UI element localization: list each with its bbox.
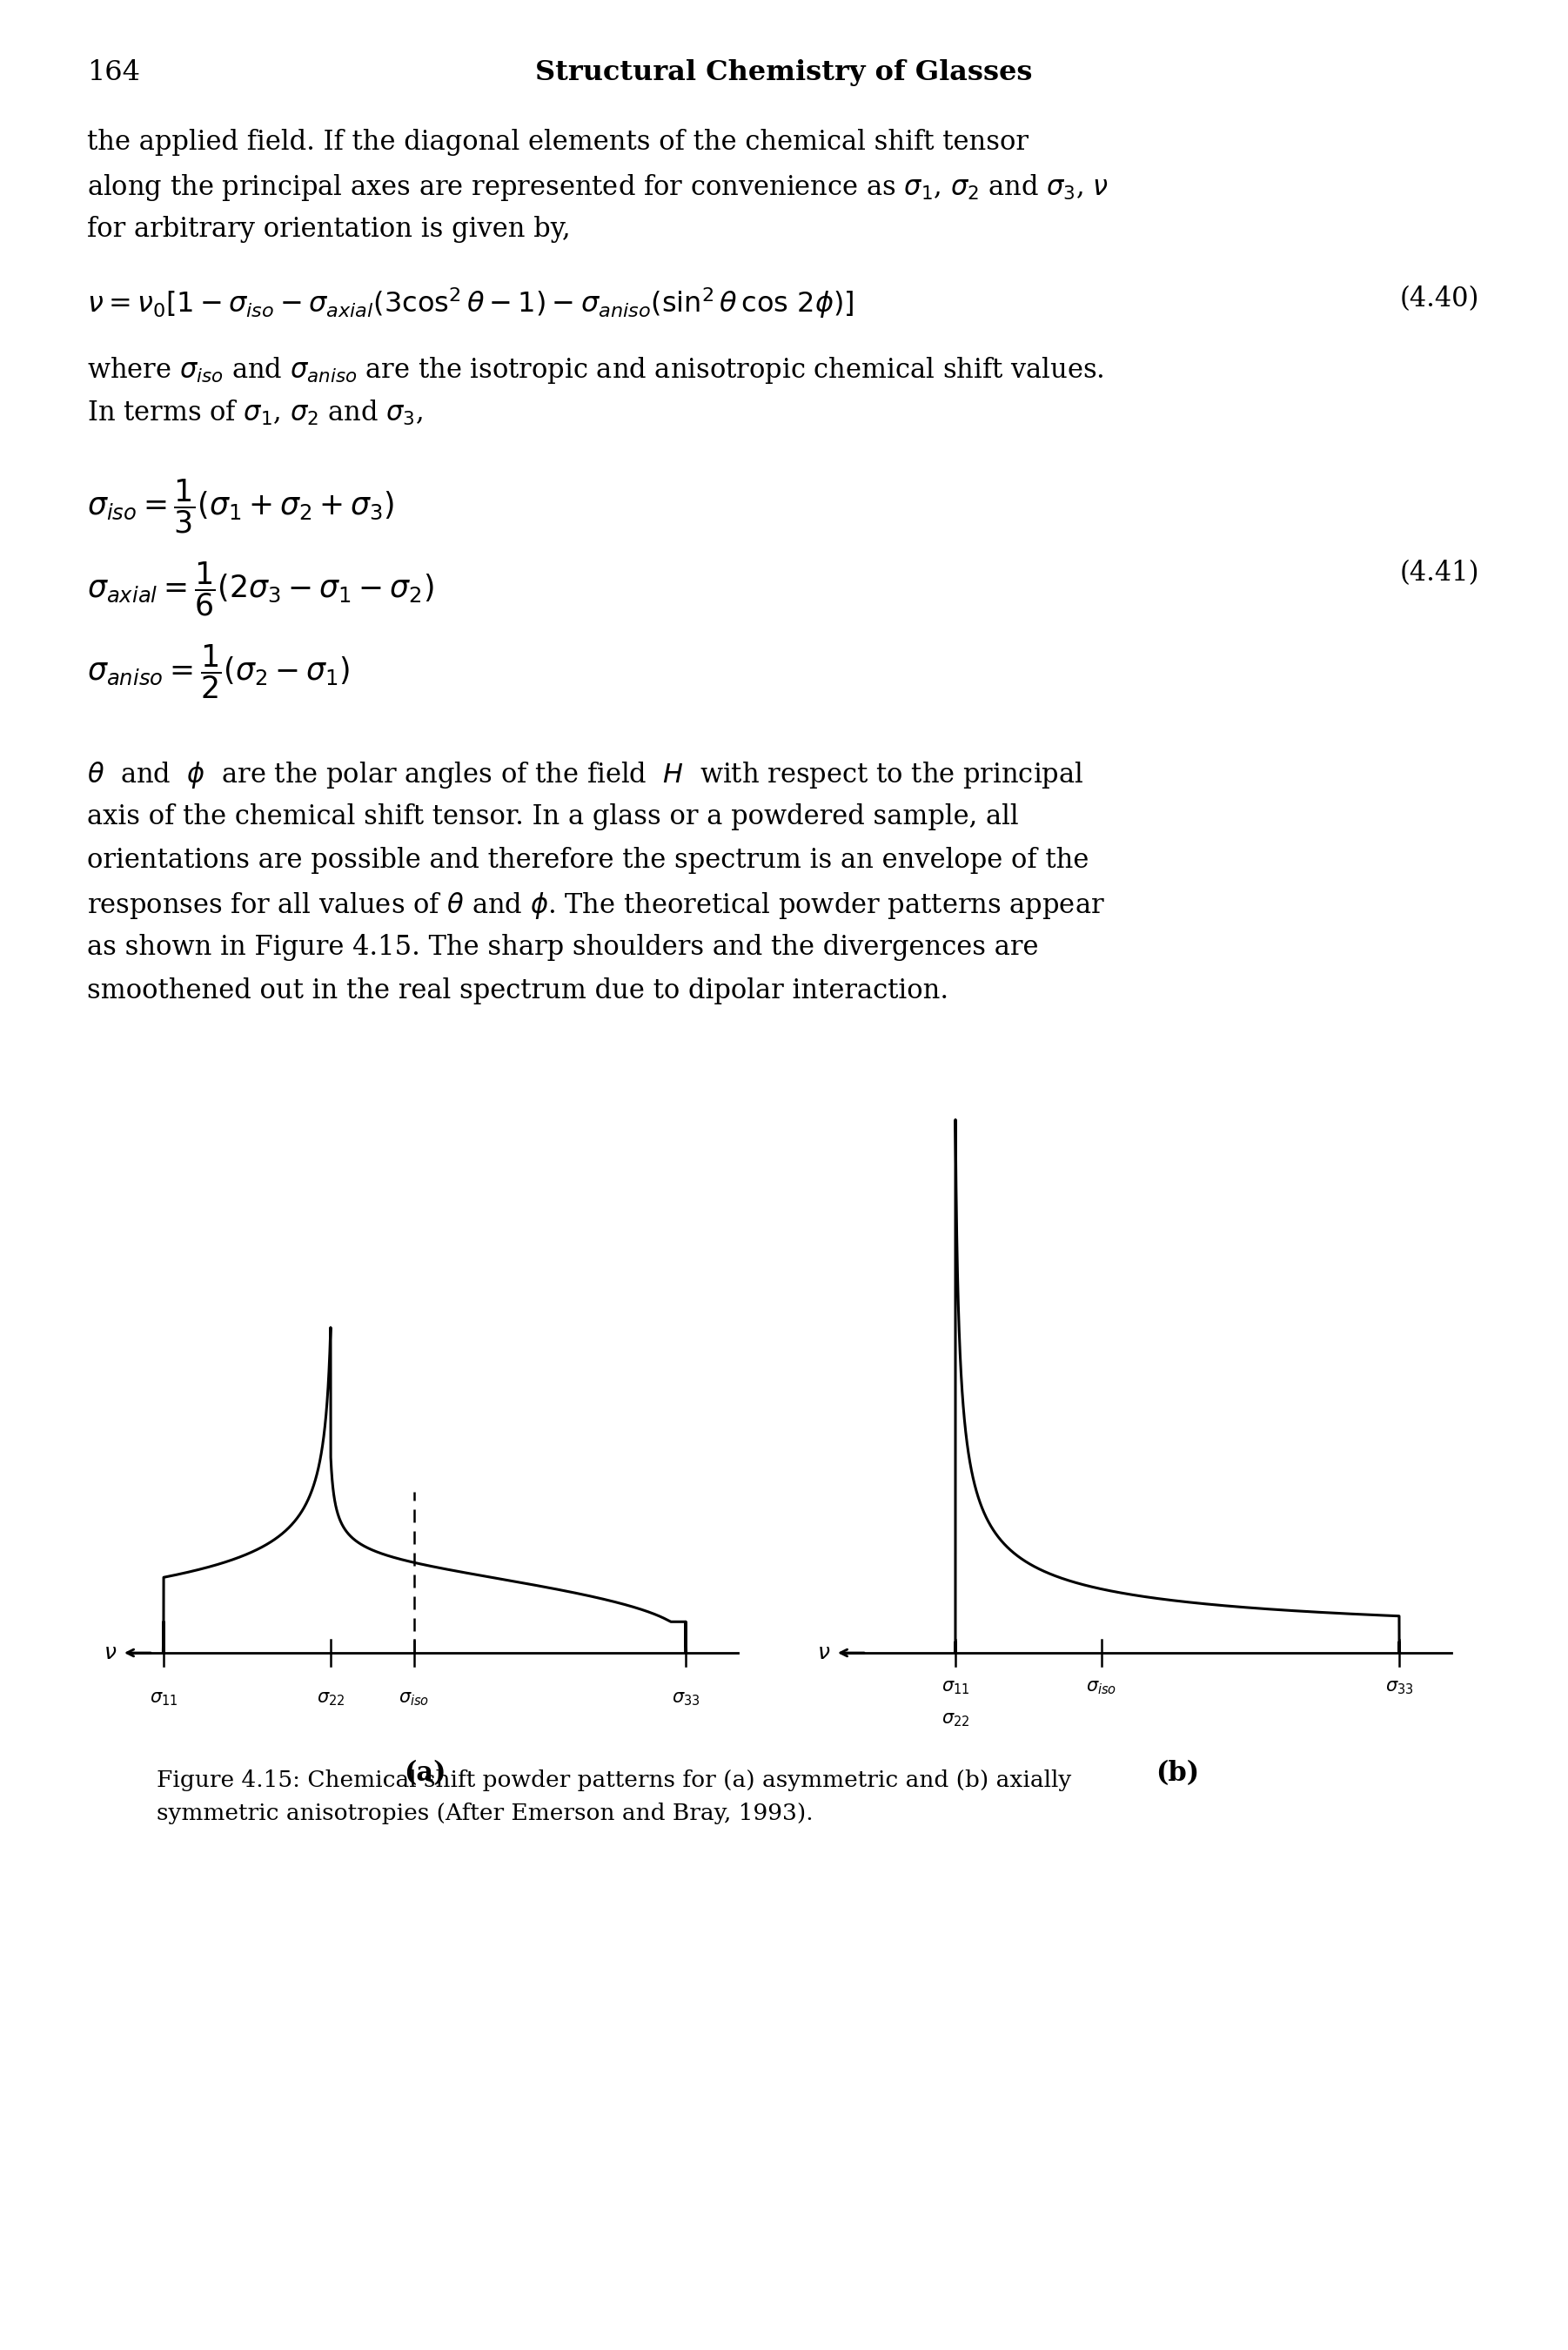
Text: for arbitrary orientation is given by,: for arbitrary orientation is given by, [86, 216, 571, 242]
Text: $\nu = \nu_0[1 - \sigma_{iso} - \sigma_{axial}(3\cos^2\theta - 1) - \sigma_{anis: $\nu = \nu_0[1 - \sigma_{iso} - \sigma_{… [86, 284, 855, 320]
Text: along the principal axes are represented for convenience as $\sigma_1$, $\sigma_: along the principal axes are represented… [86, 172, 1109, 202]
Text: Structural Chemistry of Glasses: Structural Chemistry of Glasses [535, 59, 1033, 87]
Text: (a): (a) [403, 1760, 445, 1786]
Text: $\theta$  and  $\phi$  are the polar angles of the field  $H$  with respect to t: $\theta$ and $\phi$ are the polar angles… [86, 759, 1083, 790]
Text: $\nu$: $\nu$ [817, 1643, 829, 1664]
Text: $\sigma_{22}$: $\sigma_{22}$ [317, 1690, 345, 1708]
Text: $\sigma_{iso}$: $\sigma_{iso}$ [1087, 1680, 1116, 1697]
Text: $\sigma_{22}$: $\sigma_{22}$ [941, 1711, 969, 1730]
Text: (4.40): (4.40) [1400, 284, 1479, 313]
Text: smoothened out in the real spectrum due to dipolar interaction.: smoothened out in the real spectrum due … [86, 978, 949, 1003]
Text: $\sigma_{11}$: $\sigma_{11}$ [941, 1680, 969, 1697]
Text: $\sigma_{33}$: $\sigma_{33}$ [671, 1690, 699, 1708]
Text: as shown in Figure 4.15. The sharp shoulders and the divergences are: as shown in Figure 4.15. The sharp shoul… [86, 933, 1038, 961]
Text: orientations are possible and therefore the spectrum is an envelope of the: orientations are possible and therefore … [86, 846, 1088, 874]
Text: symmetric anisotropies (After Emerson and Bray, 1993).: symmetric anisotropies (After Emerson an… [157, 1802, 814, 1824]
Text: 164: 164 [86, 59, 140, 87]
Text: $\sigma_{iso} = \dfrac{1}{3}(\sigma_1 + \sigma_2 + \sigma_3)$: $\sigma_{iso} = \dfrac{1}{3}(\sigma_1 + … [86, 477, 395, 536]
Text: $\sigma_{aniso} = \dfrac{1}{2}(\sigma_2 - \sigma_1)$: $\sigma_{aniso} = \dfrac{1}{2}(\sigma_2 … [86, 642, 350, 700]
Text: where $\sigma_{iso}$ and $\sigma_{aniso}$ are the isotropic and anisotropic chem: where $\sigma_{iso}$ and $\sigma_{aniso}… [86, 355, 1104, 385]
Text: responses for all values of $\theta$ and $\phi$. The theoretical powder patterns: responses for all values of $\theta$ and… [86, 891, 1105, 921]
Text: (b): (b) [1156, 1760, 1200, 1786]
Text: $\sigma_{axial} = \dfrac{1}{6}(2\sigma_3 - \sigma_1 - \sigma_2)$: $\sigma_{axial} = \dfrac{1}{6}(2\sigma_3… [86, 559, 434, 618]
Text: the applied field. If the diagonal elements of the chemical shift tensor: the applied field. If the diagonal eleme… [86, 129, 1029, 155]
Text: (4.41): (4.41) [1400, 559, 1479, 588]
Text: Figure 4.15: Chemical shift powder patterns for (a) asymmetric and (b) axially: Figure 4.15: Chemical shift powder patte… [157, 1770, 1071, 1791]
Text: $\sigma_{11}$: $\sigma_{11}$ [149, 1690, 177, 1708]
Text: In terms of $\sigma_1$, $\sigma_2$ and $\sigma_3$,: In terms of $\sigma_1$, $\sigma_2$ and $… [86, 400, 423, 428]
Text: axis of the chemical shift tensor. In a glass or a powdered sample, all: axis of the chemical shift tensor. In a … [86, 804, 1019, 830]
Text: $\nu$: $\nu$ [103, 1643, 116, 1664]
Text: $\sigma_{iso}$: $\sigma_{iso}$ [398, 1690, 430, 1708]
Text: $\sigma_{33}$: $\sigma_{33}$ [1385, 1680, 1413, 1697]
